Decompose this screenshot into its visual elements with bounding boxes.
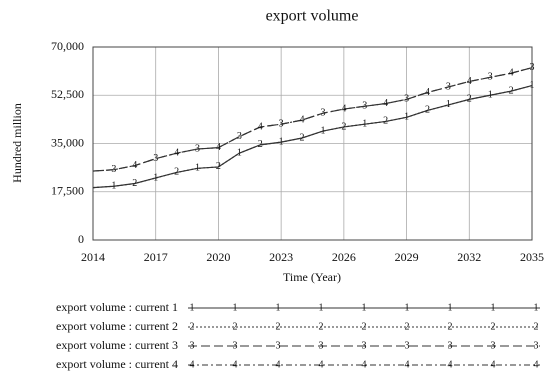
legend-marker: 2 <box>276 321 281 332</box>
series-line <box>92 85 533 189</box>
legend-marker: 2 <box>448 321 453 332</box>
x-tick-label: 2029 <box>395 250 419 264</box>
legend-marker: 1 <box>534 302 539 313</box>
legend-marker: 1 <box>190 302 195 313</box>
line-marker: 4 <box>132 160 137 171</box>
legend-marker: 3 <box>362 340 367 351</box>
line-marker: 2 <box>216 161 221 172</box>
y-axis-label: Hundred million <box>10 103 24 183</box>
series-line <box>92 67 533 172</box>
y-tick-label: 52,500 <box>51 87 84 101</box>
legend-marker: 3 <box>534 340 539 351</box>
legend-label: export volume : current 4 <box>56 357 178 371</box>
legend-marker: 4 <box>405 359 410 370</box>
line-marker: 3 <box>153 153 158 164</box>
legend-marker: 1 <box>362 302 367 313</box>
legend-marker: 1 <box>448 302 453 313</box>
legend-marker: 3 <box>491 340 496 351</box>
legend-marker: 2 <box>190 321 195 332</box>
line-marker: 2 <box>509 85 514 96</box>
line-marker: 2 <box>383 116 388 127</box>
line-marker: 4 <box>383 98 388 109</box>
x-tick-label: 2017 <box>144 250 168 264</box>
legend-marker: 4 <box>319 359 324 370</box>
line-marker: 3 <box>279 118 284 129</box>
y-tick-label: 70,000 <box>51 39 84 53</box>
x-tick-label: 2014 <box>81 250 105 264</box>
legend-marker: 2 <box>233 321 238 332</box>
legend-marker: 3 <box>319 340 324 351</box>
y-tick-label: 0 <box>78 232 84 246</box>
line-marker: 2 <box>174 167 179 178</box>
legend-marker: 3 <box>276 340 281 351</box>
x-tick-label: 2035 <box>520 250 544 264</box>
line-marker: 4 <box>341 103 346 114</box>
x-tick-label: 2023 <box>269 250 293 264</box>
chart-title: export volume <box>266 8 359 25</box>
line-marker: 2 <box>300 132 305 143</box>
legend-marker: 4 <box>190 359 195 370</box>
line-marker: 2 <box>341 121 346 132</box>
legend-marker: 4 <box>491 359 496 370</box>
line-marker: 2 <box>132 178 137 189</box>
legend-label: export volume : current 1 <box>56 300 178 314</box>
legend-marker: 1 <box>491 302 496 313</box>
plot-frame <box>92 46 533 241</box>
legend-marker: 2 <box>405 321 410 332</box>
line-marker: 2 <box>258 139 263 150</box>
legend-marker: 2 <box>534 321 539 332</box>
legend-marker: 4 <box>233 359 238 370</box>
x-axis-label: Time (Year) <box>283 270 341 284</box>
legend-marker: 4 <box>534 359 539 370</box>
line-marker: 4 <box>258 121 263 132</box>
line-marker: 3 <box>111 164 116 175</box>
line-marker: 1 <box>446 99 451 110</box>
legend-marker: 3 <box>190 340 195 351</box>
legend-marker: 4 <box>362 359 367 370</box>
legend-marker: 2 <box>319 321 324 332</box>
line-marker: 4 <box>509 67 514 78</box>
line-marker: 2 <box>467 94 472 105</box>
line-marker: 4 <box>467 76 472 87</box>
x-tick-label: 2026 <box>332 250 356 264</box>
legend-marker: 2 <box>362 321 367 332</box>
legend-label: export volume : current 3 <box>56 338 178 352</box>
legend-marker: 3 <box>233 340 238 351</box>
line-marker: 3 <box>237 131 242 142</box>
line-marker: 1 <box>195 163 200 174</box>
line-marker: 4 <box>216 142 221 153</box>
legend-label: export volume : current 2 <box>56 319 178 333</box>
legend-marker: 2 <box>491 321 496 332</box>
y-tick-label: 17,500 <box>51 184 84 198</box>
y-tick-label: 35,000 <box>51 135 84 149</box>
line-marker: 4 <box>174 147 179 158</box>
x-tick-label: 2032 <box>457 250 481 264</box>
legend-marker: 1 <box>233 302 238 313</box>
line-marker: 1 <box>488 90 493 101</box>
line-marker: 1 <box>320 125 325 136</box>
x-tick-label: 2020 <box>206 250 230 264</box>
legend-marker: 4 <box>448 359 453 370</box>
line-marker: 3 <box>530 62 535 73</box>
line-marker: 1 <box>530 80 535 91</box>
line-marker: 4 <box>425 87 430 98</box>
line-marker: 1 <box>153 172 158 183</box>
legend-marker: 3 <box>405 340 410 351</box>
legend-marker: 3 <box>448 340 453 351</box>
line-marker: 2 <box>425 105 430 116</box>
line-marker: 4 <box>300 114 305 125</box>
legend-marker: 1 <box>319 302 324 313</box>
legend-marker: 1 <box>276 302 281 313</box>
legend-marker: 1 <box>405 302 410 313</box>
legend-marker: 4 <box>276 359 281 370</box>
